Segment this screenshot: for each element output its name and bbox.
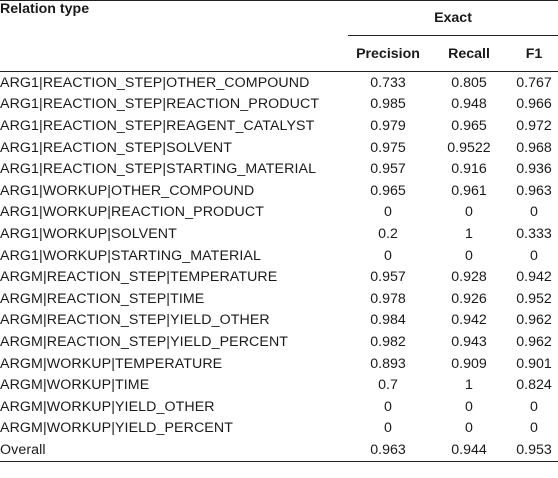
relation-type-header: Relation type <box>0 0 348 72</box>
table-row: ARGM|WORKUP|YIELD_OTHER 0 0 0 <box>0 396 558 418</box>
f1-cell: 0.972 <box>516 117 552 134</box>
recall-cell: 0.961 <box>451 182 487 199</box>
precision-cell: 0.957 <box>370 269 406 286</box>
f1-cell: 0.953 <box>510 439 558 462</box>
recall-header: Recall <box>428 35 510 72</box>
table-row: ARGM|WORKUP|TEMPERATURE 0.893 0.909 0.901 <box>0 353 558 375</box>
precision-cell: 0.965 <box>370 182 406 199</box>
relation-cell: ARG1|WORKUP|SOLVENT <box>0 225 177 242</box>
relation-cell: ARGM|REACTION_STEP|TIME <box>0 290 205 307</box>
relation-cell: ARG1|REACTION_STEP|REACTION_PRODUCT <box>0 96 320 113</box>
recall-cell: 1 <box>465 377 473 394</box>
relation-cell: ARG1|REACTION_STEP|SOLVENT <box>0 139 233 156</box>
table-row: ARGM|REACTION_STEP|YIELD_PERCENT 0.982 0.9… <box>0 331 558 353</box>
recall-cell: 0.909 <box>451 355 487 372</box>
table-row: ARGM|REACTION_STEP|TIME 0.978 0.926 0.952 <box>0 288 558 310</box>
recall-cell: 0 <box>465 398 473 415</box>
precision-cell: 0.893 <box>370 355 406 372</box>
precision-cell: 0 <box>384 420 392 437</box>
relation-cell: ARG1|WORKUP|STARTING_MATERIAL <box>0 247 261 264</box>
precision-cell: 0.984 <box>370 312 406 329</box>
relation-cell: ARG1|REACTION_STEP|OTHER_COMPOUND <box>0 74 310 91</box>
f1-cell: 0.952 <box>516 290 552 307</box>
relation-cell: ARG1|WORKUP|REACTION_PRODUCT <box>0 204 264 221</box>
precision-cell: 0.7 <box>378 377 398 394</box>
relation-cell: ARGM|WORKUP|TIME <box>0 377 150 394</box>
recall-cell: 0 <box>465 420 473 437</box>
relation-cell: ARGM|REACTION_STEP|YIELD_OTHER <box>0 312 270 329</box>
f1-cell: 0.966 <box>516 96 552 113</box>
relation-cell: ARGM|WORKUP|YIELD_PERCENT <box>0 420 233 437</box>
f1-cell: 0.968 <box>516 139 552 156</box>
table-header: Relation type Exact Precision Recall F1 <box>0 0 558 72</box>
table-row: ARGM|REACTION_STEP|YIELD_OTHER 0.984 0.942… <box>0 310 558 332</box>
recall-cell: 0.805 <box>451 74 487 91</box>
precision-cell: 0.979 <box>370 117 406 134</box>
f1-cell: 0.767 <box>516 74 552 91</box>
recall-cell: 0.926 <box>451 290 487 307</box>
table-row: ARGM|WORKUP|YIELD_PERCENT 0 0 0 <box>0 418 558 440</box>
overall-row: Overall 0.963 0.944 0.953 <box>0 439 558 462</box>
table-row: ARGM|REACTION_STEP|TEMPERATURE 0.957 0.928… <box>0 266 558 288</box>
precision-cell: 0.975 <box>370 139 406 156</box>
relation-cell: ARGM|WORKUP|YIELD_OTHER <box>0 398 215 415</box>
recall-cell: 0.916 <box>451 161 487 178</box>
recall-cell: 0.9522 <box>447 139 491 156</box>
precision-header: Precision <box>348 35 428 72</box>
f1-cell: 0.333 <box>516 225 552 242</box>
f1-cell: 0.901 <box>516 355 552 372</box>
relation-cell: Overall <box>0 439 348 462</box>
recall-cell: 0 <box>465 204 473 221</box>
f1-cell: 0 <box>530 398 538 415</box>
table-row: ARG1|WORKUP|REACTION_PRODUCT 0 0 0 <box>0 202 558 224</box>
precision-cell: 0.985 <box>370 96 406 113</box>
recall-cell: 0.948 <box>451 96 487 113</box>
relation-cell: ARG1|WORKUP|OTHER_COMPOUND <box>0 182 255 199</box>
table-row: ARG1|REACTION_STEP|REAGENT_CATALYST 0.979… <box>0 115 558 137</box>
f1-cell: 0 <box>530 420 538 437</box>
f1-cell: 0.936 <box>516 161 552 178</box>
f1-cell: 0.942 <box>516 269 552 286</box>
relation-cell: ARGM|WORKUP|TEMPERATURE <box>0 355 223 372</box>
table-row: ARG1|WORKUP|SOLVENT 0.2 1 0.333 <box>0 223 558 245</box>
table-body: ARG1|REACTION_STEP|OTHER_COMPOUND 0.733 0.… <box>0 72 558 462</box>
table-row: ARG1|WORKUP|OTHER_COMPOUND 0.965 0.961 0.96… <box>0 180 558 202</box>
precision-cell: 0 <box>384 247 392 264</box>
precision-cell: 0.957 <box>370 161 406 178</box>
recall-cell: 0.942 <box>451 312 487 329</box>
results-table: Relation type Exact Precision Recall F1 … <box>0 0 558 462</box>
recall-cell: 0 <box>465 247 473 264</box>
table-row: ARG1|WORKUP|STARTING_MATERIAL 0 0 0 <box>0 245 558 267</box>
table-row: ARG1|REACTION_STEP|STARTING_MATERIAL 0.95… <box>0 158 558 180</box>
table-row: ARGM|WORKUP|TIME 0.7 1 0.824 <box>0 374 558 396</box>
table-row: ARG1|REACTION_STEP|OTHER_COMPOUND 0.733 0.… <box>0 72 558 94</box>
f1-cell: 0.824 <box>516 377 552 394</box>
f1-cell: 0 <box>530 204 538 221</box>
precision-cell: 0.2 <box>378 225 398 242</box>
f1-header: F1 <box>510 35 558 72</box>
recall-cell: 0.944 <box>428 439 510 462</box>
relation-cell: ARG1|REACTION_STEP|STARTING_MATERIAL <box>0 161 317 178</box>
f1-cell: 0.962 <box>516 312 552 329</box>
precision-cell: 0.982 <box>370 333 406 350</box>
precision-cell: 0 <box>384 204 392 221</box>
recall-cell: 0.928 <box>451 269 487 286</box>
precision-cell: 0.733 <box>370 74 406 91</box>
precision-cell: 0 <box>384 398 392 415</box>
recall-cell: 0.965 <box>451 117 487 134</box>
exact-group-header: Exact <box>348 0 558 36</box>
precision-cell: 0.978 <box>370 290 406 307</box>
table-row: ARG1|REACTION_STEP|SOLVENT 0.975 0.9522 0.9… <box>0 137 558 159</box>
f1-cell: 0 <box>530 247 538 264</box>
recall-cell: 0.943 <box>451 333 487 350</box>
f1-cell: 0.962 <box>516 333 552 350</box>
relation-cell: ARG1|REACTION_STEP|REAGENT_CATALYST <box>0 117 315 134</box>
relation-cell: ARGM|REACTION_STEP|YIELD_PERCENT <box>0 333 289 350</box>
recall-cell: 1 <box>465 225 473 242</box>
relation-cell: ARGM|REACTION_STEP|TEMPERATURE <box>0 269 278 286</box>
precision-cell: 0.963 <box>348 439 428 462</box>
table-row: ARG1|REACTION_STEP|REACTION_PRODUCT 0.985… <box>0 94 558 116</box>
f1-cell: 0.963 <box>516 182 552 199</box>
